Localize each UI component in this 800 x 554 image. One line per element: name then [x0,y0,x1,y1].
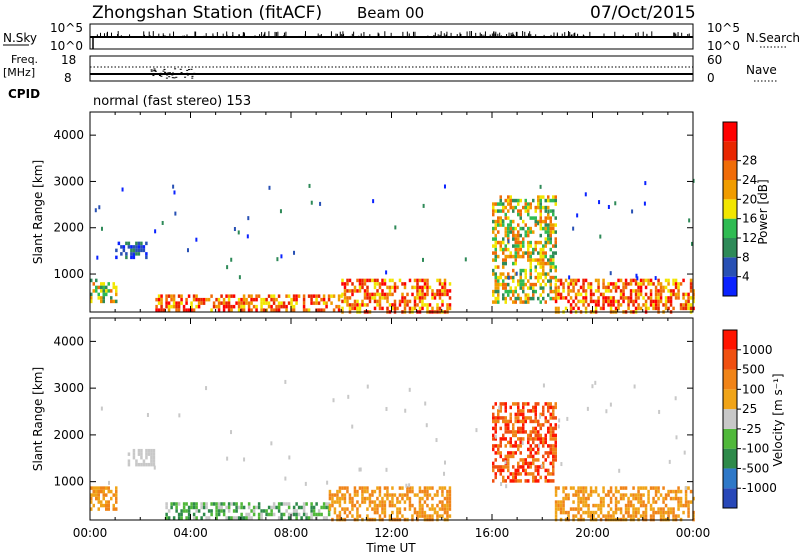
colorbar-tick-label: 8 [742,250,750,264]
colorbar-segment [723,199,737,219]
velocity-x-axis: 00:00 04:00 08:00 12:00 16:00 20:00 00:00 [73,318,711,540]
colorbar-tick-label: 25 [742,402,757,416]
colorbar-segment [723,180,737,200]
nsky-label: N.Sky [3,31,37,45]
xtick-label: 04:00 [173,526,208,540]
velocity-colorbar: 1000 500 100 25 -25 -100 -500 -1000 [722,329,777,509]
ytick-label: 1000 [53,267,84,281]
colorbar-tick-label: 28 [742,154,757,168]
nsearch-tick-bottom: 10^0 [707,39,740,53]
colorbar-segment [723,330,737,350]
freq-label: Freq. [11,53,38,66]
freq-tick-bottom: 8 [64,71,72,85]
cpid-label: CPID [8,87,40,101]
colorbar-segment [723,257,737,277]
colorbar-tick-label: -100 [742,442,769,456]
colorbar-frame [722,121,738,297]
ytick-label: 2000 [53,221,84,235]
colorbar-tick-label: 500 [742,363,765,377]
power-y-axis: 1000 2000 3000 4000 [53,128,693,281]
colorbar-tick-label: -500 [742,461,769,475]
colorbar-tick-label: 4 [742,270,750,284]
nave-tick-top: 60 [707,53,722,67]
colorbar-segment [723,141,737,161]
power-colorbar-label: Power [dB] [756,179,770,244]
station-title: Zhongshan Station (fitACF) [92,3,322,23]
colorbar-tick-label: -1000 [742,481,777,495]
colorbar-tick-label: 16 [742,212,757,226]
power-x-ticks [89,112,694,312]
colorbar-segment [723,160,737,180]
colorbar-segment [723,122,737,142]
ytick-label: 2000 [53,428,84,442]
nave-label: Nave [746,63,777,77]
colorbar-segment [723,428,737,449]
nsky-data-trace [90,31,693,49]
colorbar-segment [723,276,737,296]
xtick-label: 08:00 [274,526,309,540]
nsky-tick-top: 10^5 [50,21,83,35]
freq-panel-frame [89,55,694,82]
nsearch-tick-top: 10^5 [707,21,740,35]
xtick-label: 00:00 [676,526,711,540]
colorbar-frame [722,329,738,509]
colorbar-segment [723,349,737,370]
power-echo-data [90,178,695,314]
xtick-label: 20:00 [575,526,610,540]
colorbar-tick-label: 24 [742,173,757,187]
freq-unit-label: [MHz] [3,66,35,79]
freq-nave-trace [90,66,693,79]
colorbar-tick-label: 100 [742,382,765,396]
date-label: 07/Oct/2015 [590,3,696,23]
velocity-y-axis: 1000 2000 3000 4000 [53,334,693,489]
freq-tick-top: 18 [61,53,76,67]
velocity-colorbar-label: Velocity [m s⁻¹] [771,373,785,466]
colorbar-tick-label: -25 [742,422,762,436]
ytick-label: 3000 [53,174,84,188]
colorbar-segment [723,409,737,429]
xtick-label: 12:00 [374,526,409,540]
power-colorbar: 4 8 12 16 20 24 28 [722,121,757,297]
colorbar-segment [723,448,737,469]
colorbar-tick-label: 1000 [742,343,773,357]
colorbar-segment [723,488,737,508]
colorbar-segment [723,238,737,258]
power-ylabel: Slant Range [km] [31,160,45,264]
ytick-label: 4000 [53,334,84,348]
time-axis-label: Time UT [365,541,416,554]
nave-tick-bottom: 0 [707,71,715,85]
velocity-ylabel: Slant Range [km] [31,367,45,471]
colorbar-segment [723,389,737,410]
ytick-label: 1000 [53,475,84,489]
xtick-label: 16:00 [475,526,510,540]
nsearch-label: N.Search [746,31,800,45]
nsky-tick-bottom: 10^0 [50,39,83,53]
cpid-text: normal (fast stereo) 153 [93,94,251,109]
xtick-label: 00:00 [73,526,108,540]
colorbar-segment [723,218,737,238]
ytick-label: 3000 [53,381,84,395]
beam-label: Beam 00 [357,4,424,22]
velocity-echo-data [90,379,695,522]
ytick-label: 4000 [53,128,84,142]
colorbar-segment [723,468,737,489]
colorbar-tick-label: 20 [742,192,757,206]
colorbar-segment [723,369,737,390]
colorbar-tick-label: 12 [742,231,757,245]
